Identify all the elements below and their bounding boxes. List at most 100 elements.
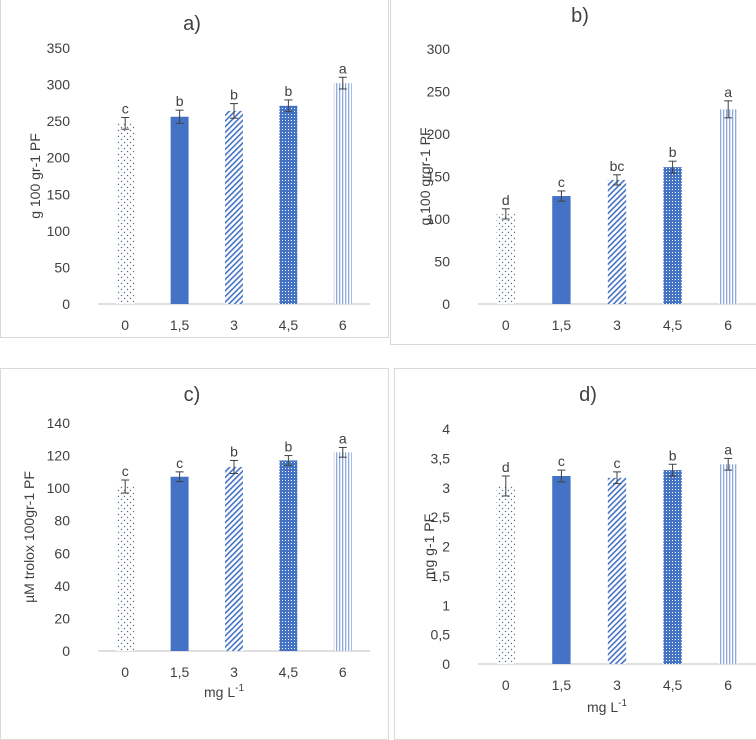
y-tick-label: 3,5 [431, 450, 451, 466]
significance-letter: b [230, 443, 238, 459]
significance-letter: b [285, 439, 293, 455]
significance-letter: b [176, 93, 184, 109]
x-tick-label: 3 [230, 664, 238, 680]
y-tick-label: 150 [47, 186, 71, 202]
chart-panel-c [0, 368, 389, 740]
bar-a-0 [116, 123, 135, 304]
significance-letter: c [558, 453, 565, 469]
bar-d-4 [719, 464, 738, 664]
x-axis-label: mg L-1 [587, 698, 627, 715]
x-tick-label: 4,5 [663, 317, 683, 333]
bar-d-2 [607, 477, 627, 664]
y-tick-label: 0 [442, 656, 450, 672]
bar-b-4 [719, 109, 738, 304]
x-tick-label: 6 [724, 677, 732, 693]
bar-d-0 [496, 485, 515, 664]
y-tick-label: 120 [47, 448, 71, 464]
y-axis-label: g 100 grgr-1 PF [417, 127, 433, 225]
significance-letter: a [339, 60, 347, 76]
bar-a-2 [225, 110, 243, 304]
error-bar [668, 463, 677, 477]
x-axis-label: mg L-1 [204, 683, 244, 700]
x-tick-label: 1,5 [170, 317, 190, 333]
chart-b: b) g 100 grgr-1 PF 0 50 100 150 200 250 300 d 0 c 1,… [417, 5, 756, 333]
y-tick-label: 0 [442, 296, 450, 312]
significance-letter: d [502, 192, 510, 208]
significance-letter: c [176, 455, 183, 471]
bar-a-1 [170, 116, 189, 304]
y-axis-label: g 100 gr-1 PF [27, 133, 43, 219]
bar-d-1 [552, 476, 571, 664]
error-bar [284, 99, 293, 113]
x-tick-label: 3 [230, 317, 238, 333]
bar-c-2 [225, 466, 243, 651]
error-bar [724, 457, 733, 471]
chart-c: c)µM trolox 100gr-1 PF020406080100120140… [21, 384, 370, 700]
chart-title: d) [579, 384, 597, 406]
x-tick-label: 4,5 [663, 677, 683, 693]
error-bar [613, 471, 621, 485]
y-tick-label: 150 [427, 169, 451, 185]
x-tick-label: 1,5 [170, 664, 190, 680]
error-bar [338, 446, 347, 458]
x-tick-label: 6 [339, 664, 347, 680]
x-tick-label: 0 [502, 317, 510, 333]
bar-a-3 [279, 105, 298, 304]
chart-title: c) [184, 384, 201, 406]
y-tick-label: 0,5 [431, 627, 451, 643]
y-tick-label: 250 [427, 84, 451, 100]
error-bar [501, 208, 510, 220]
significance-letter: d [502, 459, 510, 475]
bar-c-1 [170, 476, 189, 651]
error-bar [724, 100, 733, 119]
chart-title: a) [183, 13, 201, 35]
significance-letter: b [669, 447, 677, 463]
x-tick-label: 0 [502, 677, 510, 693]
y-tick-label: 50 [434, 254, 450, 270]
significance-letter: a [724, 441, 732, 457]
x-tick-label: 3 [613, 677, 621, 693]
error-bar [121, 116, 130, 130]
significance-letter: c [614, 455, 621, 471]
y-tick-label: 300 [47, 77, 71, 93]
bar-d-3 [663, 470, 682, 664]
error-bar [613, 174, 621, 186]
significance-letter: b [230, 87, 238, 103]
x-tick-label: 6 [724, 317, 732, 333]
significance-letter: c [122, 463, 129, 479]
error-bar [230, 459, 238, 474]
y-tick-label: 300 [427, 41, 451, 57]
y-tick-label: 1,5 [431, 568, 451, 584]
x-tick-label: 4,5 [279, 664, 299, 680]
error-bar [284, 455, 293, 466]
significance-letter: b [669, 144, 677, 160]
chart-a: a) g 100 gr-1 PF 0 50 100 150 200 250 300 350 c 0 b 1… [27, 13, 370, 333]
x-tick-label: 0 [121, 317, 129, 333]
x-tick-label: 4,5 [279, 317, 299, 333]
bar-a-4 [333, 83, 352, 304]
significance-letter: a [339, 430, 347, 446]
significance-letter: c [558, 174, 565, 190]
y-tick-label: 0 [62, 643, 70, 659]
error-bar [230, 103, 238, 119]
y-tick-label: 0 [62, 296, 70, 312]
chart-panel-b [390, 0, 756, 345]
y-tick-label: 2 [442, 539, 450, 555]
y-tick-label: 200 [47, 150, 71, 166]
y-axis-label: mg g-1 PF [421, 514, 437, 579]
bar-c-3 [279, 460, 298, 651]
x-tick-label: 1,5 [552, 317, 572, 333]
bar-c-4 [333, 452, 352, 651]
x-tick-label: 6 [339, 317, 347, 333]
y-tick-label: 200 [427, 126, 451, 142]
bar-b-3 [663, 167, 682, 304]
chart-panel-d [394, 368, 756, 740]
y-axis-label: µM trolox 100gr-1 PF [21, 471, 37, 603]
error-bar [557, 190, 566, 202]
x-tick-label: 0 [121, 664, 129, 680]
error-bar [175, 109, 184, 124]
y-tick-label: 1 [442, 597, 450, 613]
bar-b-1 [552, 196, 571, 304]
y-tick-label: 250 [47, 113, 71, 129]
